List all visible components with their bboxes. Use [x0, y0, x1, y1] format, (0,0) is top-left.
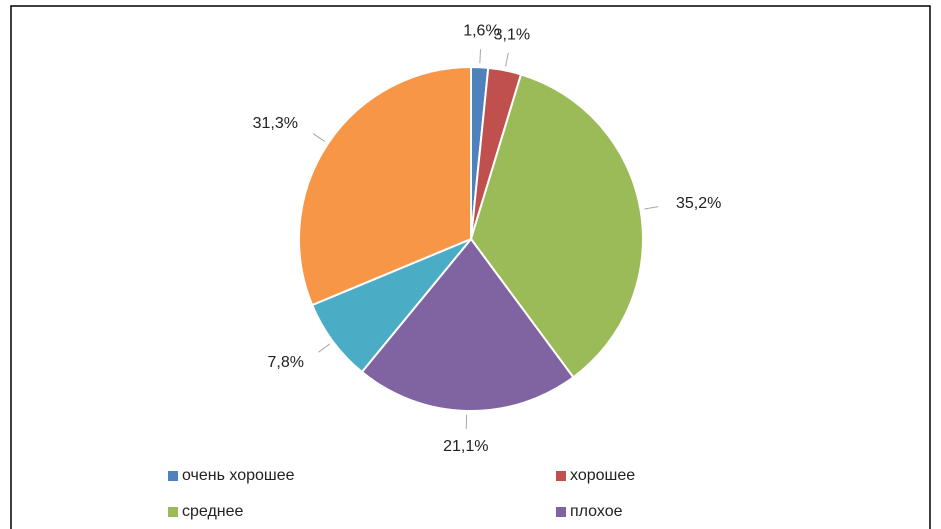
- legend-label: среднее: [182, 503, 244, 520]
- data-label: 35,2%: [676, 195, 721, 212]
- legend-label: очень хорошее: [182, 467, 295, 484]
- data-label: 1,6%: [463, 22, 499, 39]
- legend-swatch: [168, 471, 178, 481]
- data-label: 7,8%: [268, 354, 304, 371]
- legend-label: хорошее: [570, 467, 635, 484]
- pie-slice: [298, 65, 472, 307]
- leader-line: [479, 49, 482, 64]
- leader-line: [644, 206, 659, 210]
- pie-slice: [360, 237, 575, 412]
- legend-swatch: [556, 471, 566, 481]
- legend-label: плохое: [570, 503, 623, 520]
- data-label: 21,1%: [443, 438, 488, 455]
- leader-line: [505, 52, 509, 67]
- legend-swatch: [168, 507, 178, 517]
- data-label: 31,3%: [253, 115, 298, 132]
- leader-line: [312, 133, 325, 142]
- data-label: 3,1%: [494, 26, 530, 43]
- leader-line: [318, 343, 330, 353]
- pie-slice: [469, 73, 644, 379]
- legend-swatch: [556, 507, 566, 517]
